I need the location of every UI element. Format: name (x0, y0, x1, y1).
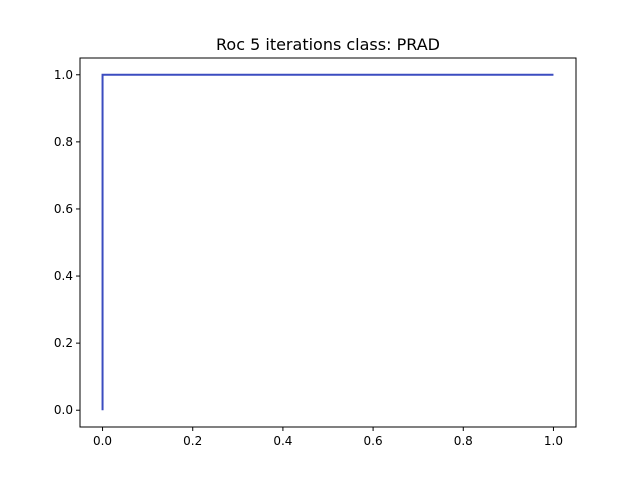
x-tick-label: 0.2 (183, 434, 202, 448)
y-tick-label: 0.0 (54, 403, 73, 417)
y-axis-ticks: 0.0 0.2 0.4 0.6 0.8 1.0 (54, 68, 80, 417)
chart-title: Roc 5 iterations class: PRAD (216, 35, 440, 54)
x-axis-ticks: 0.0 0.2 0.4 0.6 0.8 1.0 (93, 427, 563, 448)
x-tick-label: 0.0 (93, 434, 112, 448)
y-tick-label: 0.8 (54, 135, 73, 149)
y-tick-label: 1.0 (54, 68, 73, 82)
plot-frame (79, 57, 577, 428)
y-tick-label: 0.4 (54, 269, 73, 283)
roc-curve-line-0 (101, 73, 554, 411)
y-tick-label: 0.6 (54, 202, 73, 216)
series-layer (101, 73, 554, 411)
x-tick-label: 0.6 (364, 434, 383, 448)
x-tick-label: 1.0 (544, 434, 563, 448)
x-tick-label: 0.4 (273, 434, 292, 448)
x-tick-label: 0.8 (454, 434, 473, 448)
y-tick-label: 0.2 (54, 336, 73, 350)
